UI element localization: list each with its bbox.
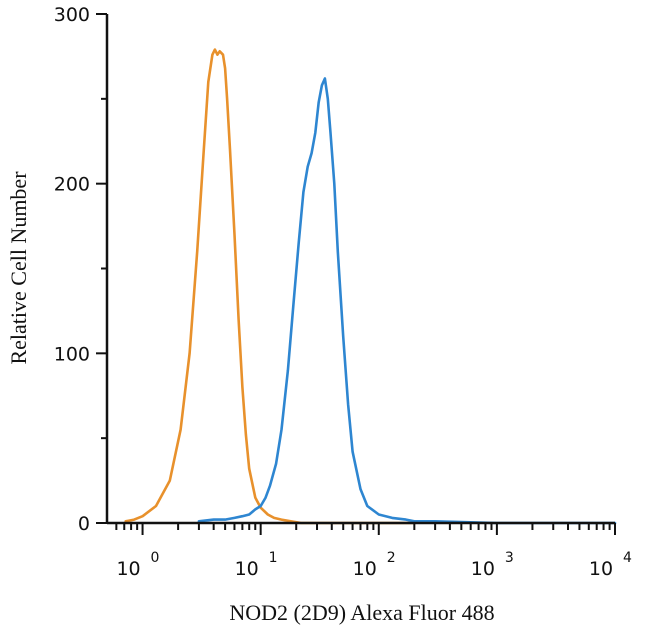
x-axis-title: NOD2 (2D9) Alexa Fluor 488 [229, 600, 494, 625]
y-axis-title: Relative Cell Number [6, 171, 31, 365]
histogram-series-2 [197, 77, 617, 525]
x-tick-exponent: 0 [151, 550, 160, 566]
x-tick-exponent: 1 [269, 550, 278, 566]
y-axis-ticks: 0 100 200 300 [54, 4, 107, 535]
x-tick-exponent: 2 [387, 550, 396, 566]
y-tick-label: 200 [54, 174, 90, 196]
x-tick-label: 10 [589, 558, 613, 580]
x-tick-label: 10 [235, 558, 259, 580]
x-axis-ticks: 10 0 10 1 10 2 10 3 10 4 [115, 523, 632, 580]
x-tick-label: 10 [471, 558, 495, 580]
x-tick-exponent: 3 [505, 550, 514, 566]
y-tick-label: 100 [54, 343, 90, 365]
x-tick-label: 10 [353, 558, 377, 580]
x-tick-label: 10 [116, 558, 140, 580]
histogram-series-1 [124, 48, 416, 525]
x-tick-exponent: 4 [623, 550, 632, 566]
y-tick-label: 0 [78, 513, 90, 535]
histogram-curves [124, 48, 617, 525]
y-tick-label: 300 [54, 4, 90, 26]
